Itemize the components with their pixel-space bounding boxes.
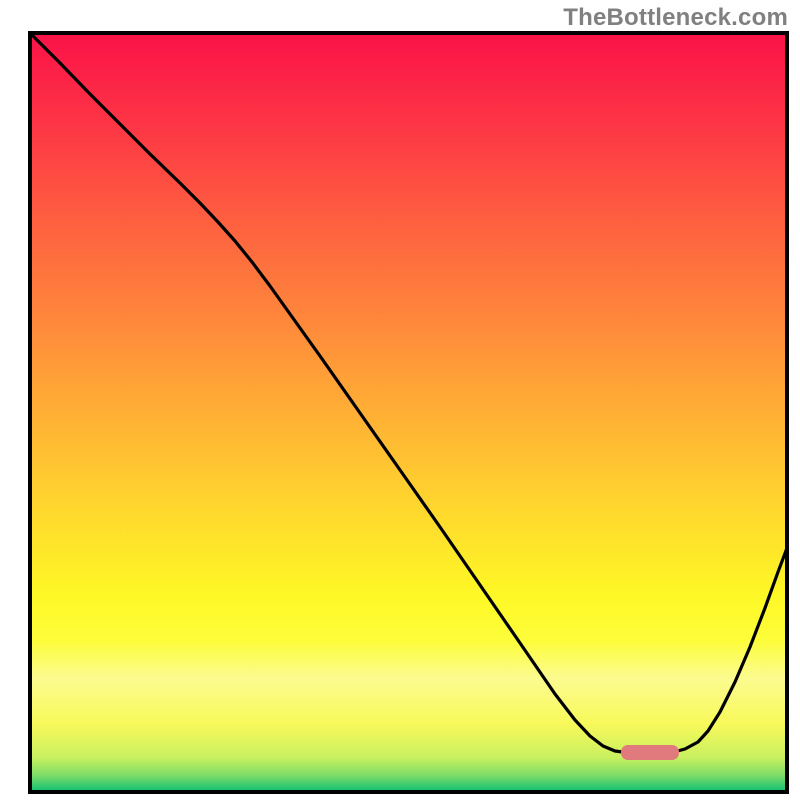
- plot-area: [30, 33, 787, 792]
- watermark-text: TheBottleneck.com: [563, 4, 788, 32]
- highlight-marker: [621, 745, 679, 760]
- chart-root: TheBottleneck.com: [0, 0, 800, 800]
- bottleneck-chart: [0, 0, 800, 800]
